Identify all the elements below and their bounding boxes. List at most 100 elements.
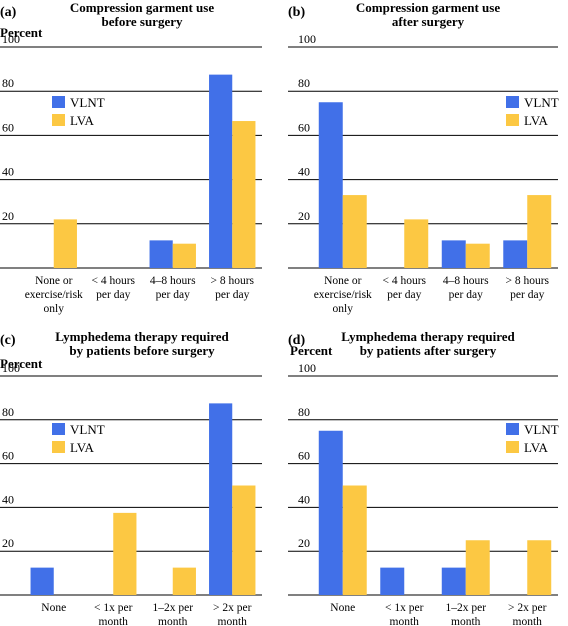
x-tick-label: exercise/risk [25, 289, 83, 301]
bar-lva [232, 485, 256, 595]
bar-lva [527, 540, 552, 595]
y-tick-label: 100 [2, 32, 20, 46]
bar-lva [113, 512, 137, 595]
y-axis-label: Percent [0, 25, 43, 40]
legend-swatch-lva [52, 114, 65, 126]
chart-title-line: Compression garment use [356, 0, 500, 15]
x-tick-label: month [513, 616, 543, 626]
y-tick-label: 20 [2, 209, 14, 223]
bar-lva [172, 567, 196, 595]
y-tick-label: 80 [2, 76, 14, 90]
y-tick-label: 60 [298, 449, 310, 463]
bar-lva [465, 243, 490, 268]
legend-label: LVA [70, 440, 94, 455]
bar-vlnt [149, 240, 173, 268]
chart-title-line: Lymphedema therapy required [341, 329, 515, 344]
y-tick-label: 80 [2, 405, 14, 419]
bar-vlnt [209, 403, 233, 595]
y-axis-label: Percent [290, 343, 333, 358]
bar-lva [342, 485, 367, 595]
legend-label: VLNT [70, 422, 105, 437]
x-tick-label: < 4 hours [382, 275, 426, 287]
legend-swatch-lva [506, 441, 519, 453]
x-tick-label: < 4 hours [91, 275, 135, 287]
bar-vlnt [209, 74, 233, 268]
x-tick-label: only [333, 303, 354, 315]
bar-vlnt [441, 240, 466, 268]
y-tick-label: 80 [298, 405, 310, 419]
x-tick-label: month [451, 616, 481, 626]
x-tick-label: per day [96, 289, 130, 301]
legend-label: LVA [524, 440, 548, 455]
x-tick-label: None or [35, 275, 73, 287]
bar-vlnt [318, 102, 343, 268]
legend-swatch-vlnt [52, 96, 65, 108]
x-tick-label: < 1x per [94, 602, 133, 614]
x-tick-label: > 8 hours [210, 275, 254, 287]
y-tick-label: 60 [2, 449, 14, 463]
legend-swatch-vlnt [506, 423, 519, 435]
x-tick-label: month [158, 616, 188, 626]
chart-title-line: Lymphedema therapy required [55, 329, 229, 344]
bar-vlnt [380, 567, 405, 595]
y-tick-label: 20 [298, 536, 310, 550]
panel-label: (b) [288, 5, 305, 20]
y-tick-label: 40 [2, 165, 14, 179]
y-tick-label: 100 [298, 32, 316, 46]
legend-swatch-lva [506, 114, 519, 126]
bar-lva [53, 219, 77, 268]
bar-lva [172, 243, 196, 268]
x-tick-label: < 1x per [385, 602, 424, 614]
x-tick-label: month [390, 616, 420, 626]
y-axis-label: Percent [0, 356, 43, 371]
y-tick-label: 60 [2, 120, 14, 134]
chart-title-line: by patients before surgery [69, 343, 215, 358]
panel-label: (c) [0, 333, 16, 348]
x-tick-label: > 2x per [213, 602, 252, 614]
y-tick-label: 20 [2, 536, 14, 550]
x-tick-label: per day [215, 289, 249, 301]
legend-label: VLNT [524, 422, 559, 437]
y-tick-label: 40 [2, 492, 14, 506]
y-tick-label: 40 [298, 165, 310, 179]
legend-swatch-vlnt [52, 423, 65, 435]
x-tick-label: only [44, 303, 65, 315]
bar-lva [465, 540, 490, 595]
x-tick-label: exercise/risk [314, 289, 372, 301]
bar-vlnt [441, 567, 466, 595]
x-tick-label: per day [156, 289, 190, 301]
legend-label: VLNT [524, 95, 559, 110]
bar-vlnt [318, 430, 343, 595]
chart-title-line: before surgery [102, 14, 183, 29]
legend-swatch-lva [52, 441, 65, 453]
x-tick-label: month [218, 616, 248, 626]
x-tick-label: 1–2x per [445, 602, 486, 614]
legend-label: VLNT [70, 95, 105, 110]
chart-title-line: after surgery [392, 14, 465, 29]
x-tick-label: None or [324, 275, 362, 287]
chart-title-line: by patients after surgery [360, 343, 497, 358]
x-tick-label: > 8 hours [505, 275, 549, 287]
y-tick-label: 60 [298, 120, 310, 134]
x-tick-label: per day [387, 289, 421, 301]
bar-lva [527, 195, 552, 268]
x-tick-label: 1–2x per [152, 602, 193, 614]
x-tick-label: 4–8 hours [150, 275, 196, 287]
bar-lva [342, 195, 367, 268]
y-tick-label: 80 [298, 76, 310, 90]
x-tick-label: > 2x per [508, 602, 547, 614]
x-tick-label: month [99, 616, 129, 626]
panel-label: (d) [288, 333, 305, 348]
y-tick-label: 40 [298, 492, 310, 506]
y-tick-label: 20 [298, 209, 310, 223]
x-tick-label: 4–8 hours [443, 275, 489, 287]
bar-vlnt [30, 567, 54, 595]
x-tick-label: per day [449, 289, 483, 301]
y-tick-label: 100 [298, 361, 316, 375]
legend-label: LVA [70, 113, 94, 128]
